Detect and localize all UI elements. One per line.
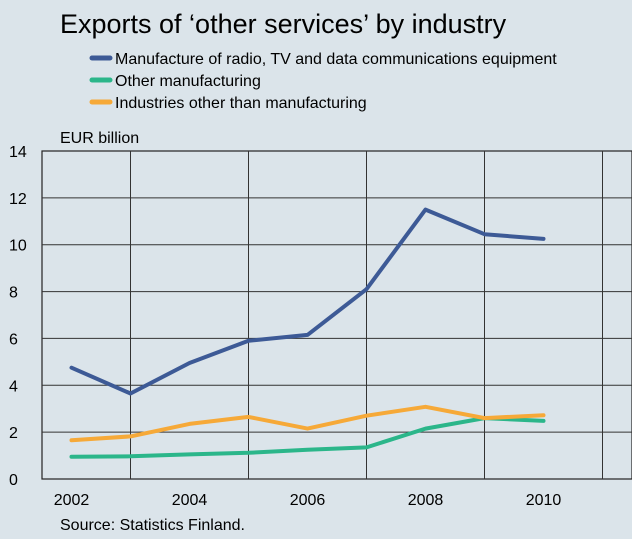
plot-frame	[41, 150, 632, 480]
y-tick-label: 8	[9, 285, 18, 302]
x-tick-label: 2008	[408, 492, 444, 509]
y-tick-label: 12	[9, 191, 27, 208]
y-tick-label: 0	[9, 472, 18, 489]
legend-label-3: Industries other than manufacturing	[115, 95, 367, 112]
legend-label-2: Other manufacturing	[115, 73, 261, 90]
x-tick-label: 2006	[290, 492, 326, 509]
y-tick-label: 6	[9, 331, 18, 348]
y-tick-label: 14	[9, 144, 27, 161]
y-tick-label: 2	[9, 425, 18, 442]
series-line-3	[69, 404, 546, 443]
y-axis-unit-label: EUR billion	[60, 130, 139, 147]
plot-area: 0 2 4 6 8 10 12 14 2002 2004 2006 2008 2010	[9, 144, 632, 509]
series-line-2	[69, 416, 546, 459]
legend-label-1: Manufacture of radio, TV and data commun…	[115, 51, 557, 68]
x-tick-label: 2004	[172, 492, 208, 509]
legend: Manufacture of radio, TV and data commun…	[89, 51, 557, 112]
x-tick-label: 2010	[526, 492, 562, 509]
y-tick-label: 4	[9, 378, 18, 395]
y-tick-label: 10	[9, 238, 27, 255]
series-line-1	[69, 207, 546, 396]
chart-title: Exports of ‘other services’ by industry	[60, 9, 507, 39]
x-tick-label: 2002	[54, 492, 90, 509]
source-note: Source: Statistics Finland.	[60, 517, 245, 534]
